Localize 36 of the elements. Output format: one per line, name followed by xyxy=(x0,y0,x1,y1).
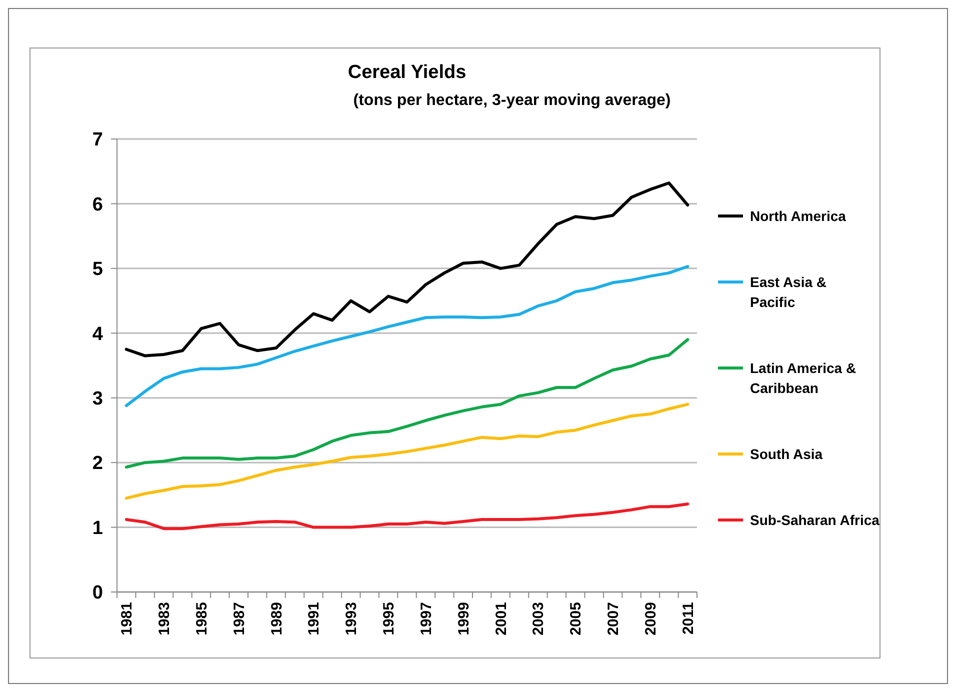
chart-subtitle: (tons per hectare, 3-year moving average) xyxy=(353,92,671,109)
y-tick-label: 5 xyxy=(92,259,104,280)
y-tick-label: 1 xyxy=(92,518,104,539)
x-tick-label: 1991 xyxy=(306,602,323,636)
line-series xyxy=(124,402,690,500)
y-tick-label: 7 xyxy=(92,130,103,151)
x-tick-label: 1981 xyxy=(118,602,136,636)
line-series xyxy=(124,182,690,358)
line-series xyxy=(124,502,690,530)
legend-label: North America xyxy=(750,208,846,224)
line-series xyxy=(124,338,690,469)
chart-title: Cereal Yields xyxy=(348,62,466,83)
y-tick-label: 6 xyxy=(92,194,103,216)
x-tick-label: 1993 xyxy=(343,602,360,636)
legend-label: Latin America & Caribbean xyxy=(750,360,856,396)
x-tick-label: 1995 xyxy=(380,602,398,636)
x-tick-label: 2007 xyxy=(605,602,622,636)
x-tick-label: 2005 xyxy=(568,602,585,636)
legend-label: East Asia & Pacific xyxy=(750,274,827,310)
x-tick-label: 2009 xyxy=(642,602,660,636)
line-series xyxy=(124,264,690,408)
x-tick-label: 1997 xyxy=(418,602,435,636)
x-tick-label: 2001 xyxy=(492,602,510,636)
x-tick-label: 1987 xyxy=(230,602,248,636)
x-tick-label: 2011 xyxy=(680,602,697,635)
y-tick-label: 4 xyxy=(92,324,104,345)
y-tick-label: 2 xyxy=(92,453,103,474)
x-tick-label: 1983 xyxy=(156,602,174,636)
y-tick-label: 3 xyxy=(92,388,103,410)
x-tick-label: 1985 xyxy=(193,602,210,636)
x-tick-label: 1999 xyxy=(455,602,472,636)
x-tick-label: 1989 xyxy=(268,602,286,636)
x-tick-label: 2003 xyxy=(530,602,548,636)
legend-label: Sub-Saharan Africa xyxy=(750,512,880,528)
legend-label: South Asia xyxy=(750,446,823,462)
y-tick-label: 0 xyxy=(92,582,103,604)
